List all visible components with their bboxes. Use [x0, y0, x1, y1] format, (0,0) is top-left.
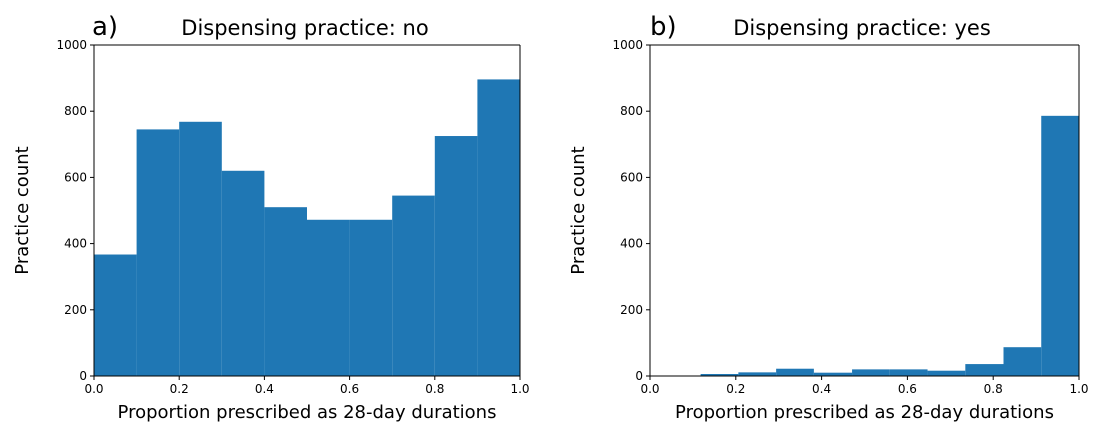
histogram-bar [889, 369, 928, 376]
histogram-bar [264, 207, 307, 376]
histogram-bar [94, 254, 137, 376]
y-axis-label: Practice count [12, 146, 33, 274]
histogram-bar [852, 369, 890, 376]
histogram-bar [813, 372, 853, 376]
histogram-bar [307, 219, 350, 376]
histogram-bar [1041, 115, 1079, 376]
x-tick-label: 0.4 [812, 382, 831, 396]
y-tick-label: 1000 [612, 38, 643, 52]
chart-panel-a: 0.0 0.2 0.4 0.6 0.8 1.0 0 200 400 600 800 1000 Propo… [12, 12, 530, 423]
x-tick-label: 1.0 [510, 382, 529, 396]
histogram-bar [927, 370, 966, 376]
x-tick-label: 1.0 [1069, 382, 1088, 396]
chart-panel-b: 0.0 0.2 0.4 0.6 0.8 1.0 0 200 400 600 800 1000 Propo… [568, 12, 1089, 423]
y-axis-label: Practice count [568, 146, 589, 274]
x-tick-label: 0.8 [425, 382, 444, 396]
panel-label: a) [92, 12, 118, 42]
x-tick-label: 0.0 [640, 382, 659, 396]
histogram-bar [136, 129, 180, 376]
y-tick-label: 200 [620, 303, 643, 317]
histogram-bar [1003, 347, 1042, 376]
x-tick-label: 0.6 [340, 382, 359, 396]
histogram-bar [738, 372, 777, 376]
y-tick-label: 200 [64, 303, 87, 317]
histogram-bar [965, 364, 1004, 376]
y-tick-label: 800 [64, 104, 87, 118]
histogram-bar [221, 170, 265, 376]
y-tick-label: 600 [620, 170, 643, 184]
x-tick-label: 0.2 [726, 382, 745, 396]
y-tick-label: 400 [64, 237, 87, 251]
x-axis-label: Proportion prescribed as 28-day duration… [675, 402, 1054, 423]
histogram-bar [434, 136, 478, 376]
panel-label: b) [650, 12, 677, 42]
x-tick-label: 0.2 [170, 382, 189, 396]
y-tick-label: 0 [635, 369, 643, 383]
histogram-bar [349, 219, 393, 376]
chart-title: Dispensing practice: no [181, 16, 428, 40]
x-tick-label: 0.4 [255, 382, 274, 396]
x-tick-label: 0.6 [898, 382, 917, 396]
histogram-bar [477, 79, 520, 377]
y-tick-label: 0 [79, 369, 87, 383]
x-tick-label: 0.8 [984, 382, 1003, 396]
x-axis-label: Proportion prescribed as 28-day duration… [118, 402, 497, 423]
y-tick-label: 1000 [56, 38, 87, 52]
y-tick-label: 400 [620, 237, 643, 251]
chart-title: Dispensing practice: yes [733, 16, 991, 40]
histogram-bar [700, 374, 739, 376]
y-tick-label: 800 [620, 104, 643, 118]
histogram-bar [179, 121, 222, 376]
y-tick-label: 600 [64, 170, 87, 184]
histogram-bar [392, 195, 435, 376]
histogram-bar [776, 368, 814, 376]
x-tick-label: 0.0 [84, 382, 103, 396]
